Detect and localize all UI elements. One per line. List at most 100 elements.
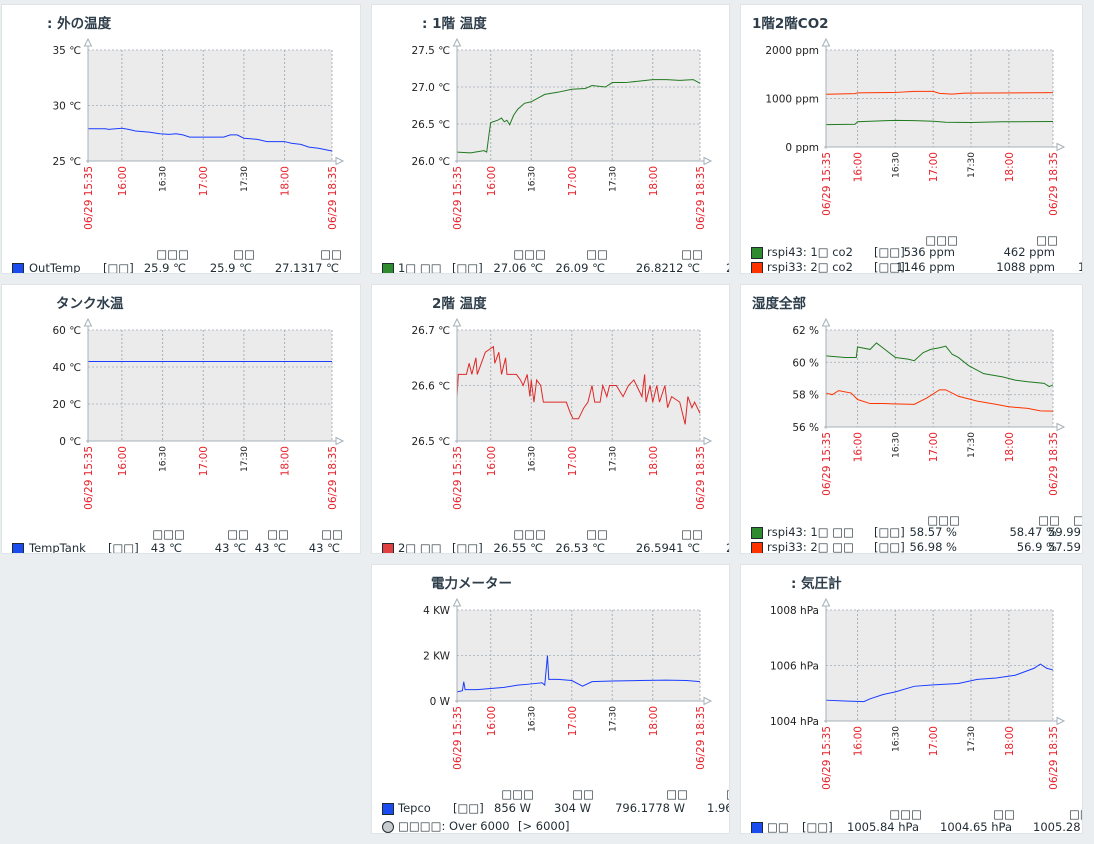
y-axis-arrow-icon (452, 597, 462, 607)
legend-value: 43 ℃ (308, 541, 340, 554)
x-tick-label: 06/29 18:35 (1048, 152, 1060, 216)
x-tick-label: 17:00 (567, 706, 579, 736)
legend-color-swatch (382, 803, 394, 815)
graph-widget: 1008 hPa 1006 hPa 1004 hPa 06/29 15:35 16:00… (740, 564, 1083, 834)
y-axis-arrow-icon (821, 317, 831, 327)
legend-column-header: □□ (1036, 233, 1058, 247)
legend-color-swatch (12, 263, 24, 273)
x-tick-label: 06/29 15:35 (821, 726, 833, 790)
legend-item-name: □□ (767, 820, 789, 834)
legend-item-function: [□□] (452, 541, 483, 554)
legend-color-swatch (382, 543, 394, 553)
legend-value: 27.06 ℃ (493, 261, 544, 274)
legend-value: 26.55 ℃ (493, 541, 544, 554)
x-tick-label: 06/29 18:35 (327, 166, 339, 230)
x-tick-label: 06/29 18:35 (695, 706, 707, 770)
series-line (456, 655, 701, 693)
legend-item-name: rspi43: 1□ □□ (767, 525, 854, 539)
legend-column-header: □□□ (156, 247, 189, 261)
x-tick-label: 17:00 (567, 446, 579, 476)
x-axis-arrow-icon (335, 156, 345, 166)
graph-title: : 外の温度 (47, 16, 112, 32)
legend-item-function: [□□] (103, 261, 134, 274)
legend-column-header: □□ (321, 527, 343, 541)
x-tick-label: 17:00 (567, 166, 579, 196)
legend-column-header: □ (1073, 513, 1083, 527)
graph-widget: 4 KW 2 KW 0 W 06/29 15:35 16:00 16:30 17:00 17:… (371, 564, 730, 834)
graph-widget: 27.5 ℃ 27.0 ℃ 26.5 ℃ 26.0 ℃ 06/29 15:35 16:00… (371, 4, 730, 274)
x-tick-label: 16:00 (117, 166, 129, 196)
plot-area (457, 50, 700, 161)
trigger-name: □□□□: Over 6000 (398, 819, 510, 833)
legend-value: 26.8212 ℃ (635, 261, 700, 274)
legend-value: 1005.84 hPa (847, 820, 919, 834)
series-line (825, 119, 1054, 126)
legend-value: 25.9 ℃ (209, 261, 252, 274)
x-tick-label: 06/29 18:35 (327, 446, 339, 510)
x-tick-label: 06/29 15:35 (83, 166, 95, 230)
x-tick-label: 16:30 (891, 432, 901, 458)
y-tick-label: 2000 ppm (765, 45, 819, 57)
y-tick-label: 35 ℃ (53, 45, 82, 57)
legend-color-swatch (751, 262, 763, 273)
legend-item-function: [□□] (874, 525, 905, 539)
graph-title: タンク水温 (56, 296, 124, 312)
graph-widget: 2000 ppm 1000 ppm 0 ppm 06/29 15:35 16:00 16:… (740, 4, 1083, 274)
y-tick-label: 1004 hPa (770, 716, 819, 728)
legend-column-header: □□ (572, 787, 594, 801)
x-axis-arrow-icon (1056, 142, 1066, 152)
legend-value: 56.98 % (909, 540, 957, 554)
legend-column-header: □ (726, 787, 729, 801)
x-tick-label: 17:30 (240, 446, 250, 472)
x-tick-label: 16:00 (117, 446, 129, 476)
y-tick-label: 26.5 ℃ (411, 119, 450, 131)
legend-value: 1005.28 (1033, 820, 1081, 834)
legend-column-header: □□□ (513, 247, 546, 261)
legend-column-header: □□ (586, 527, 608, 541)
y-tick-label: 26.5 ℃ (411, 436, 450, 448)
y-tick-label: 4 KW (423, 605, 451, 617)
x-tick-label: 16:30 (891, 726, 901, 752)
y-tick-label: 20 ℃ (53, 399, 82, 411)
legend-color-swatch (382, 263, 394, 273)
legend-column-header: □□□ (889, 807, 922, 821)
legend-column-header: □□□ (501, 787, 534, 801)
y-tick-label: 60 ℃ (53, 325, 82, 337)
title-mask (2, 15, 46, 37)
legend-value: 856 W (494, 801, 531, 815)
x-tick-label: 17:00 (198, 166, 210, 196)
graph-title: : 気圧計 (791, 576, 842, 592)
y-axis-arrow-icon (452, 37, 462, 47)
x-tick-label: 17:00 (928, 152, 940, 182)
series-line (456, 79, 701, 154)
graph-widget: 26.7 ℃ 26.6 ℃ 26.5 ℃ 06/29 15:35 16:00 16:30 1… (371, 284, 730, 554)
graph-widget: 60 ℃ 40 ℃ 20 ℃ 0 ℃ 06/29 15:35 16:00 16:30 17:0… (1, 284, 361, 554)
x-tick-label: 16:30 (527, 706, 537, 732)
legend-item-function: [□□] (874, 540, 905, 554)
legend-column-header: □□ (227, 527, 249, 541)
x-tick-label: 16:00 (853, 152, 865, 182)
y-axis-arrow-icon (821, 37, 831, 47)
legend-item-name: TempTank (29, 541, 86, 554)
x-tick-label: 17:00 (928, 432, 940, 462)
legend-value: 2 (726, 261, 729, 273)
series-line (825, 90, 1054, 95)
y-tick-label: 58 % (792, 390, 819, 402)
legend-color-swatch (751, 822, 763, 833)
legend-value: 58.47 % (1009, 525, 1057, 539)
legend-value: 26.09 ℃ (555, 261, 606, 274)
legend-item-name: rspi33: 2□ □□ (767, 540, 854, 554)
legend-item-name: 2□ □□ (398, 541, 442, 554)
y-tick-label: 25 ℃ (53, 156, 82, 168)
legend-value: 25.9 ℃ (143, 261, 186, 274)
legend-value: 43 ℃ (214, 541, 246, 554)
graph-canvas: 27.5 ℃ 27.0 ℃ 26.5 ℃ 26.0 ℃06/29 15:35 16:00… (411, 37, 713, 230)
legend-column-header: □□ (1038, 513, 1060, 527)
graph-title: 電力メーター (431, 576, 512, 592)
x-tick-label: 17:30 (240, 166, 250, 192)
x-tick-label: 17:30 (608, 706, 618, 732)
x-tick-label: 18:00 (1004, 432, 1016, 462)
y-tick-label: 26.0 ℃ (411, 156, 450, 168)
x-tick-label: 16:00 (853, 432, 865, 462)
series-line (825, 389, 1054, 412)
